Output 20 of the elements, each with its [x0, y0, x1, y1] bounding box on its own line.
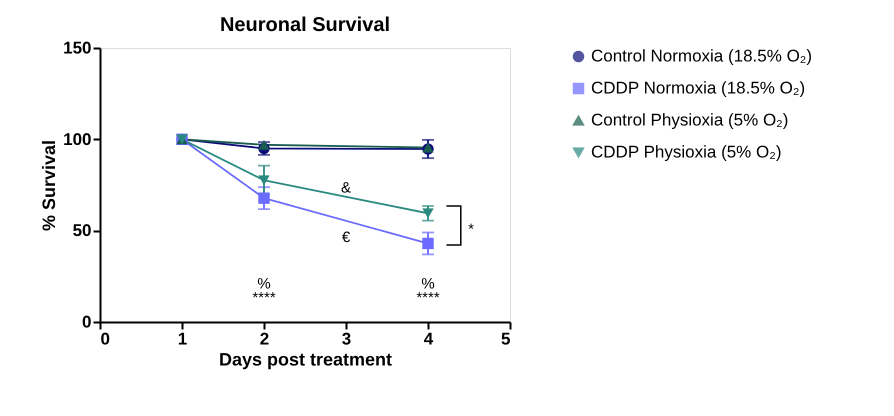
x-tick-label: 3: [342, 330, 352, 348]
x-tick-label: 1: [178, 330, 188, 348]
annotation: &: [340, 180, 352, 197]
legend-label: CDDP Normoxia (18.5% O₂): [591, 78, 806, 98]
y-axis-title: % Survival: [39, 140, 60, 232]
y-tick-label: 50: [72, 221, 92, 240]
chart-title: Neuronal Survival: [220, 14, 390, 36]
x-tick-label: 0: [100, 330, 110, 348]
annotation: €: [342, 229, 351, 246]
annotation: *: [468, 220, 474, 238]
legend-label: Control Physioxia (5% O₂): [591, 110, 788, 130]
legend-label: Control Normoxia (18.5% O₂): [591, 46, 812, 66]
y-tick-label: 150: [63, 38, 92, 58]
y-tick-label: 0: [82, 312, 92, 332]
x-axis-title: Days post treatment: [218, 350, 392, 370]
x-tick-label: 4: [424, 330, 434, 348]
x-tick-label: 5: [501, 330, 510, 348]
legend-label: CDDP Physioxia (5% O₂): [591, 142, 782, 162]
y-tick-label: 100: [63, 130, 92, 149]
x-tick-label: 2: [260, 330, 270, 348]
